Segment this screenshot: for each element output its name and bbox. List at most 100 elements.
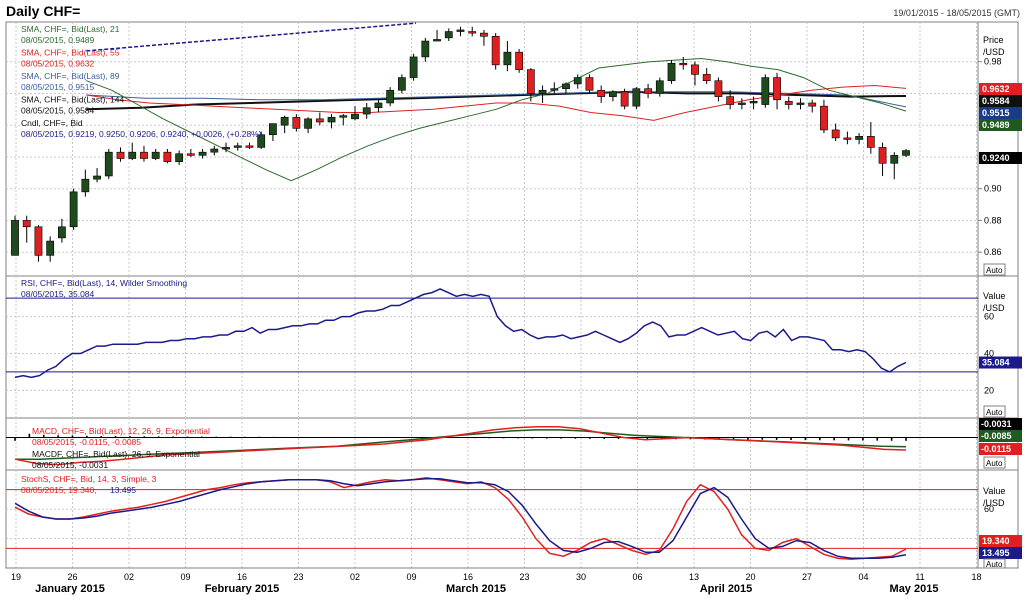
x-tick-label: 23 <box>519 572 529 582</box>
candle <box>796 102 805 105</box>
candle <box>726 96 735 105</box>
candle <box>198 151 207 156</box>
candle <box>233 145 242 148</box>
candle <box>22 220 31 228</box>
candle <box>808 102 817 107</box>
x-month-label: January 2015 <box>35 583 105 595</box>
price-value-tag-text: 0.9584 <box>982 96 1010 106</box>
candle <box>503 51 512 66</box>
macd-legend-value: 08/05/2015, -0.0115, -0.0085 <box>32 437 141 447</box>
candle <box>116 151 125 159</box>
candle <box>784 101 793 105</box>
price-value-tag-text: 0.9240 <box>982 153 1010 163</box>
candle <box>480 32 488 37</box>
candle <box>597 89 606 97</box>
candle <box>58 226 66 239</box>
rsi-auto-box <box>983 405 1006 418</box>
price-legend-value: 08/05/2015, 0.9632 <box>21 59 95 69</box>
auto-label: Auto <box>986 266 1003 275</box>
candle <box>292 116 301 129</box>
candle <box>562 83 570 89</box>
candle <box>128 151 137 159</box>
candle <box>327 116 336 123</box>
macd-value-tag-text: -0.0085 <box>981 431 1012 441</box>
price-value-tag-text: 0.9632 <box>982 84 1010 94</box>
macd-line <box>14 425 907 466</box>
candle <box>866 136 875 148</box>
price-legend-value: 08/05/2015, 0.9219, 0.9250, 0.9206, 0.92… <box>21 129 262 139</box>
price-tick-label: 0.88 <box>984 215 1002 225</box>
candle <box>585 77 594 91</box>
candle <box>351 113 359 120</box>
candle <box>46 240 55 256</box>
candle <box>210 148 219 153</box>
x-tick-label: 18 <box>971 572 981 582</box>
candle <box>820 105 828 131</box>
candle <box>163 151 172 163</box>
x-tick-label: 19 <box>11 572 21 582</box>
panel-frame-0 <box>5 21 1019 277</box>
candle <box>491 35 500 66</box>
macd-auto-box <box>983 456 1006 469</box>
price-value-tag-text: 0.9489 <box>982 120 1010 130</box>
rsi-tick-label: 20 <box>984 385 994 395</box>
price-legend-title: SMA, CHF=, Bid(Last), 89 <box>21 71 120 81</box>
x-tick-label: 27 <box>802 572 812 582</box>
macd-value-tag-text: -0.0031 <box>981 419 1012 429</box>
x-tick-label: 30 <box>576 572 586 582</box>
chart-title: Daily CHF= <box>6 3 80 19</box>
stoch-legend-value-b: 13.495 <box>110 485 136 495</box>
candle <box>257 134 266 148</box>
candle <box>433 39 441 42</box>
price-value-tag <box>979 95 1022 107</box>
candle <box>890 155 899 164</box>
stoch-axis-unit: /USD <box>983 498 1005 508</box>
macd-value-tag-text: -0.0115 <box>981 444 1011 454</box>
price-legend-title: SMA, CHF=, Bid(Last), 55 <box>21 48 120 58</box>
candle <box>714 80 723 97</box>
price-value-tag <box>979 83 1022 95</box>
x-tick-label: 16 <box>237 572 247 582</box>
candle <box>222 147 230 150</box>
macd-legend-title: MACD, CHF=, Bid(Last), 12, 26, 9, Expone… <box>32 426 210 436</box>
rsi-legend-value: 08/05/2015, 35.084 <box>21 289 95 299</box>
stoch-axis-label: Value <box>983 486 1005 496</box>
price-tick-label: 0.86 <box>984 247 1002 257</box>
rsi-legend-title: RSI, CHF=, Bid(Last), 14, Wilder Smoothi… <box>21 278 187 288</box>
rsi-axis-unit: /USD <box>983 303 1005 313</box>
candle <box>620 91 629 107</box>
candle <box>538 89 547 94</box>
stoch-value-tag-text: 13.495 <box>982 548 1010 558</box>
x-tick-label: 09 <box>180 572 190 582</box>
x-tick-label: 13 <box>689 572 699 582</box>
stoch-value-tag-text: 19.340 <box>982 536 1010 546</box>
price-legend-title: SMA, CHF=, Bid(Last), 21 <box>21 24 120 34</box>
candle <box>315 118 324 123</box>
rsi-tick-label: 60 <box>984 312 994 322</box>
sma89-line <box>86 91 907 108</box>
sma55-line <box>86 84 907 121</box>
candle <box>69 191 78 228</box>
candle <box>691 64 699 75</box>
candle <box>339 115 348 118</box>
candle <box>140 151 148 159</box>
x-month-label: February 2015 <box>205 583 280 595</box>
candle <box>667 62 676 82</box>
candle <box>773 77 781 101</box>
price-axis-unit: /USD <box>983 47 1005 57</box>
candle <box>245 145 254 148</box>
candle <box>456 29 465 32</box>
stoch-legend-title: StochS, CHF=, Bid, 14, 3, Simple, 3 <box>21 474 157 484</box>
candle <box>632 88 641 107</box>
price-legend-value: 08/05/2015, 0.9489 <box>21 35 95 45</box>
macdf-legend-title: MACDF, CHF=, Bid(Last), 26, 9, Exponenti… <box>32 449 200 459</box>
sma21-line <box>86 57 907 182</box>
candle <box>421 40 430 58</box>
x-tick-label: 04 <box>858 572 868 582</box>
candle <box>702 74 711 82</box>
macd-value-tag <box>979 443 1022 455</box>
candle <box>409 56 418 78</box>
candle <box>550 88 559 91</box>
candle <box>902 150 910 156</box>
candle <box>374 102 383 109</box>
